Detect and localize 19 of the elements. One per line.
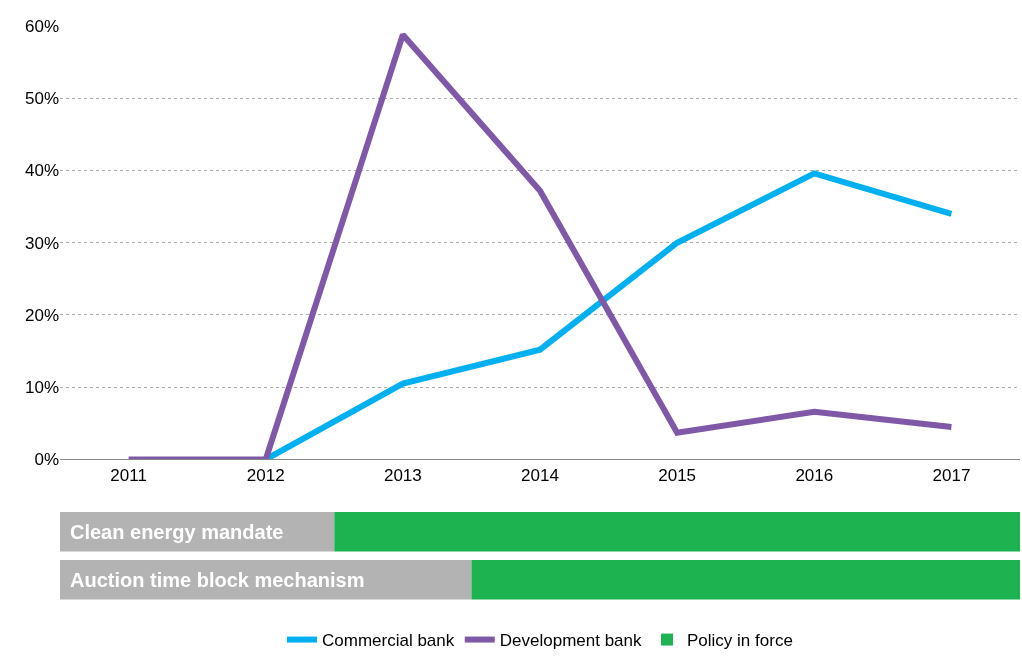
y-tick-label: 60% [24, 16, 59, 36]
x-tick-label: 2017 [932, 465, 971, 485]
y-tick-label: 10% [24, 378, 59, 398]
x-tick-label: 2016 [795, 465, 834, 485]
legend-label: Development bank [499, 631, 643, 651]
x-tick-label: 2011 [110, 465, 147, 485]
x-tick-label: 2013 [383, 465, 422, 485]
x-tick-label: 2015 [658, 465, 697, 485]
y-tick-label: 30% [24, 233, 59, 253]
y-tick-label: 50% [24, 89, 59, 109]
x-tick-label: 2014 [521, 465, 559, 485]
x-tick-label: 2012 [246, 465, 285, 485]
category-label: Auction time block mechanism [70, 569, 365, 591]
y-tick-label: 40% [24, 161, 59, 181]
category-label: Clean energy mandate [70, 521, 284, 543]
y-tick-label: 20% [24, 305, 59, 325]
legend-label: Policy in force [687, 631, 793, 651]
y-tick-label: 0% [34, 450, 59, 470]
legend-label: Commercial bank [322, 631, 455, 651]
